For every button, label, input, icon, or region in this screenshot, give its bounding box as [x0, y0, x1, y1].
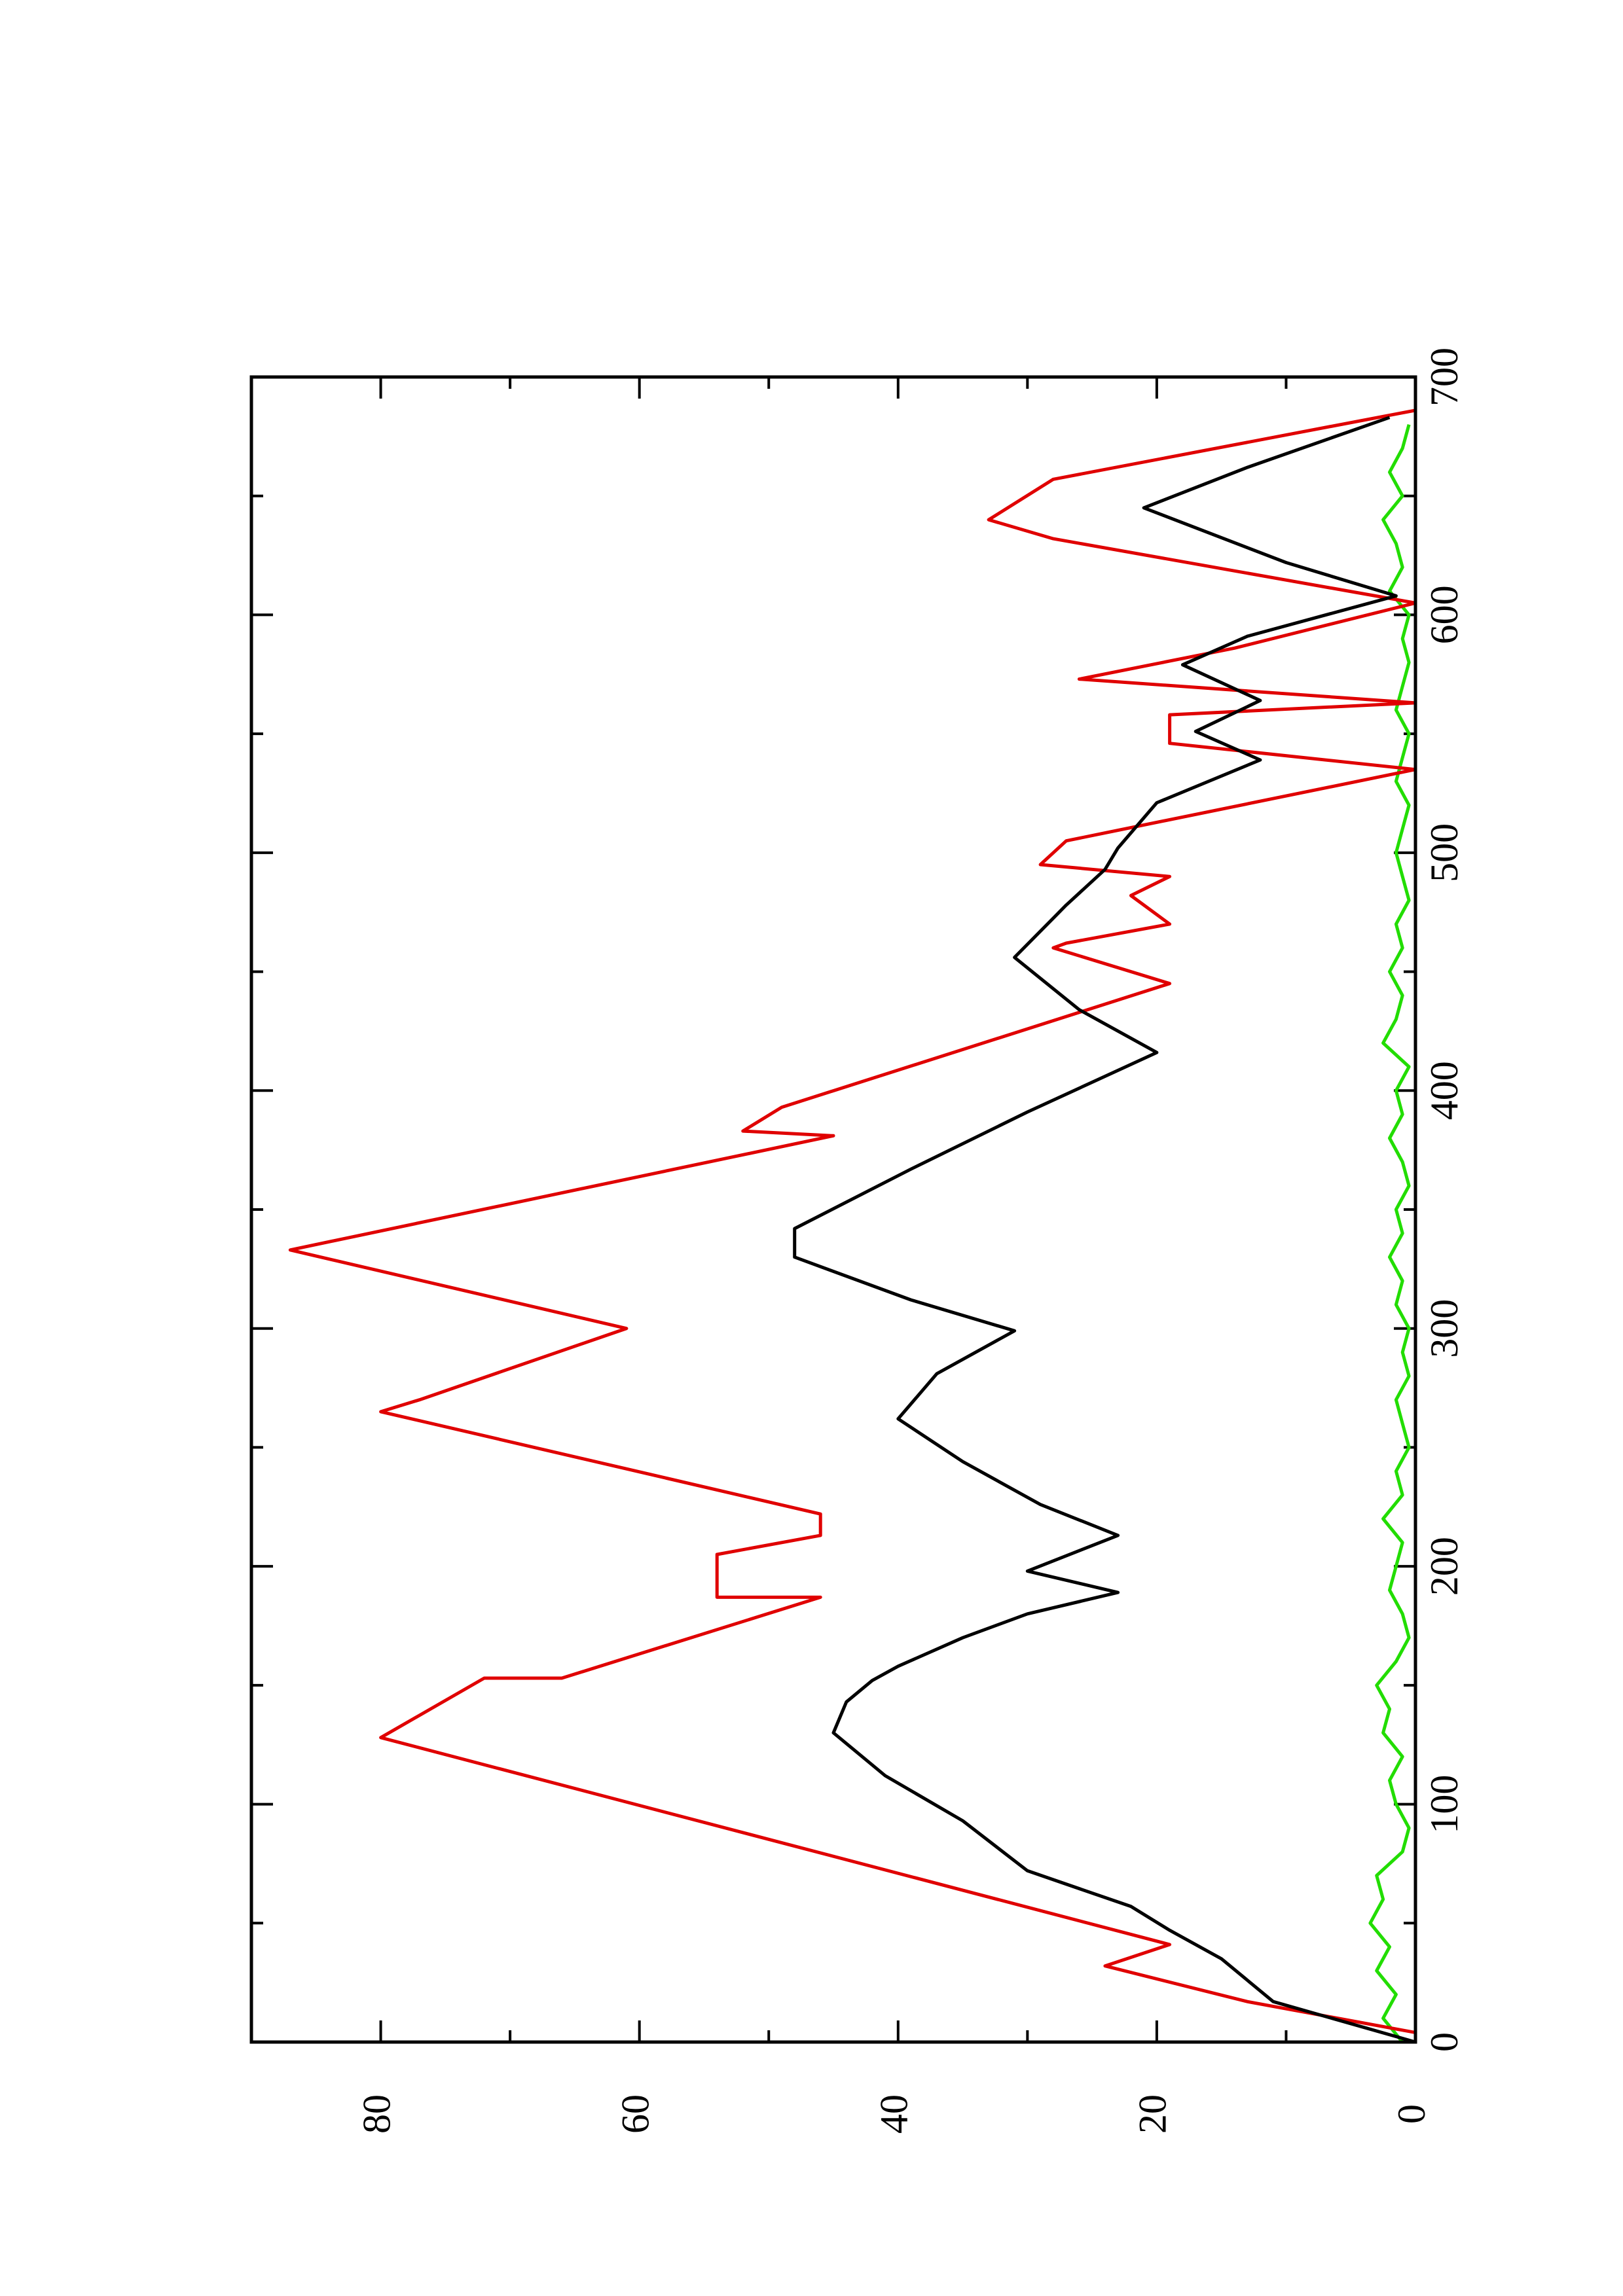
x-tick-label: 300 [1423, 1299, 1466, 1358]
x-tick-label: 0 [1423, 2032, 1466, 2052]
series-line [793, 416, 1416, 2044]
y-tick-label: 20 [1131, 2094, 1175, 2134]
x-tick-label: 700 [1423, 348, 1466, 406]
series-line [1368, 424, 1411, 2043]
x-tick-label: 100 [1423, 1775, 1466, 1834]
plot-frame [249, 375, 1417, 2044]
y-tick-label: 80 [355, 2094, 398, 2134]
x-tick-label: 600 [1423, 585, 1466, 644]
y-tick-label: 0 [1390, 2104, 1433, 2124]
series-line [288, 408, 1417, 2034]
x-tick-label: 200 [1423, 1537, 1466, 1596]
x-tick-label: 400 [1423, 1061, 1466, 1120]
x-tick-label: 500 [1423, 823, 1466, 882]
y-tick-label: 40 [873, 2094, 916, 2134]
y-tick-label: 60 [613, 2094, 657, 2134]
